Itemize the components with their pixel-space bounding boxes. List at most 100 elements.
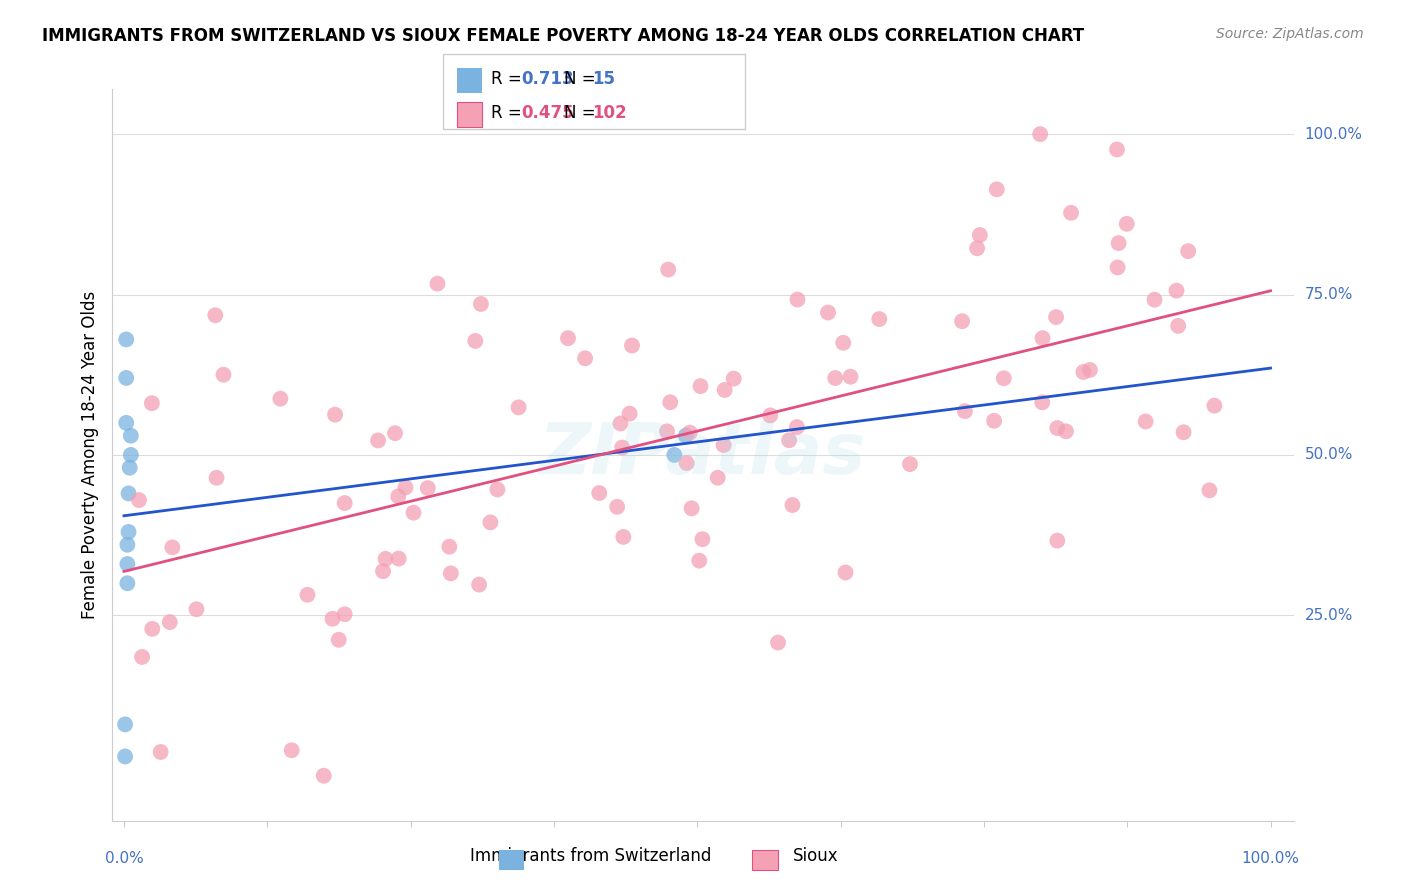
Point	[966, 241, 988, 255]
Y-axis label: Female Poverty Among 18-24 Year Olds: Female Poverty Among 18-24 Year Olds	[80, 291, 98, 619]
Text: 0.713: 0.713	[522, 70, 574, 88]
Text: Sioux: Sioux	[793, 847, 838, 865]
Point	[692, 532, 714, 546]
Point	[149, 745, 172, 759]
Point	[723, 371, 745, 385]
Point	[1078, 363, 1101, 377]
Point	[440, 566, 463, 581]
Point	[280, 743, 302, 757]
Point	[609, 417, 631, 431]
Point	[120, 448, 142, 462]
Point	[1046, 533, 1069, 548]
Point	[612, 530, 634, 544]
Point	[374, 552, 396, 566]
Point	[128, 493, 150, 508]
Point	[619, 407, 641, 421]
Point	[953, 404, 976, 418]
Point	[464, 334, 486, 348]
Point	[115, 371, 138, 385]
Point	[387, 490, 409, 504]
Point	[659, 395, 682, 409]
Point	[868, 312, 890, 326]
Point	[117, 557, 139, 571]
Point	[159, 615, 181, 629]
Point	[486, 483, 509, 497]
Point	[394, 480, 416, 494]
Text: 75.0%: 75.0%	[1305, 287, 1353, 302]
Point	[162, 541, 184, 555]
Text: 50.0%: 50.0%	[1305, 448, 1353, 462]
Text: Immigrants from Switzerland: Immigrants from Switzerland	[470, 847, 711, 865]
Point	[681, 501, 703, 516]
Point	[416, 481, 439, 495]
Point	[1198, 483, 1220, 498]
Point	[824, 371, 846, 385]
Point	[333, 607, 356, 622]
Point	[426, 277, 449, 291]
Text: IMMIGRANTS FROM SWITZERLAND VS SIOUX FEMALE POVERTY AMONG 18-24 YEAR OLDS CORREL: IMMIGRANTS FROM SWITZERLAND VS SIOUX FEM…	[42, 27, 1084, 45]
Point	[323, 408, 346, 422]
Point	[115, 416, 138, 430]
Point	[1204, 399, 1226, 413]
Point	[983, 414, 1005, 428]
Point	[131, 650, 153, 665]
Point	[1107, 260, 1129, 275]
Point	[117, 486, 139, 500]
Point	[986, 182, 1008, 196]
Point	[817, 305, 839, 319]
Point	[367, 434, 389, 448]
Point	[1105, 143, 1128, 157]
Point	[832, 335, 855, 350]
Point	[706, 471, 728, 485]
Point	[321, 612, 343, 626]
Point	[606, 500, 628, 514]
Point	[620, 338, 643, 352]
Point	[675, 428, 697, 442]
Text: 15: 15	[592, 70, 614, 88]
Point	[470, 297, 492, 311]
Point	[786, 420, 808, 434]
Point	[839, 369, 862, 384]
Text: ZIPatlas: ZIPatlas	[540, 420, 866, 490]
Point	[1173, 425, 1195, 440]
Point	[713, 438, 735, 452]
Point	[713, 383, 735, 397]
Point	[782, 498, 804, 512]
Point	[141, 396, 163, 410]
Point	[1031, 395, 1053, 409]
Point	[402, 506, 425, 520]
Point	[312, 769, 335, 783]
Point	[679, 425, 702, 440]
Point	[1135, 414, 1157, 428]
Point	[1060, 206, 1083, 220]
Point	[205, 471, 228, 485]
Point	[117, 524, 139, 539]
Text: R =: R =	[491, 104, 527, 122]
Point	[141, 622, 163, 636]
Point	[612, 441, 634, 455]
Point	[1177, 244, 1199, 259]
Point	[1054, 424, 1077, 438]
Text: Source: ZipAtlas.com: Source: ZipAtlas.com	[1216, 27, 1364, 41]
Point	[120, 428, 142, 442]
Point	[993, 371, 1015, 385]
Point	[1108, 236, 1130, 251]
Text: 102: 102	[592, 104, 627, 122]
Point	[689, 379, 711, 393]
Point	[371, 564, 394, 578]
Text: 100.0%: 100.0%	[1305, 127, 1362, 142]
Point	[118, 460, 141, 475]
Point	[664, 448, 686, 462]
Text: 100.0%: 100.0%	[1241, 851, 1299, 866]
Point	[655, 425, 678, 439]
Point	[388, 551, 411, 566]
Point	[1115, 217, 1137, 231]
Point	[1029, 127, 1052, 141]
Point	[439, 540, 461, 554]
Point	[588, 486, 610, 500]
Point	[688, 554, 710, 568]
Text: 0.0%: 0.0%	[104, 851, 143, 866]
Text: N =: N =	[564, 70, 600, 88]
Point	[212, 368, 235, 382]
Point	[675, 456, 697, 470]
